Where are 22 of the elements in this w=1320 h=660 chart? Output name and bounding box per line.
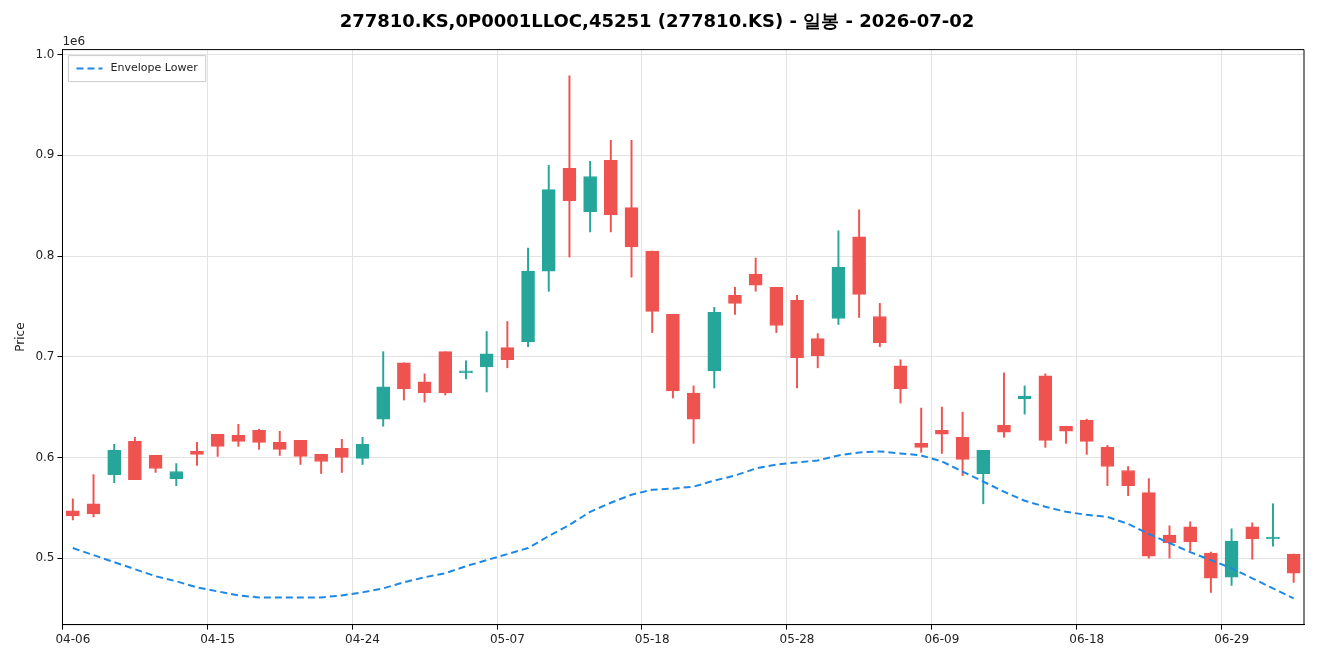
- legend-label: Envelope Lower: [110, 61, 199, 75]
- x-tick-label: 04-06: [55, 631, 91, 646]
- y-axis-title: Price: [13, 322, 28, 352]
- y-tick-label: 0.5: [35, 550, 55, 565]
- y-tick-label: 0.6: [35, 449, 55, 464]
- x-tick-label: 04-24: [345, 631, 380, 646]
- y-tick-label: 0.9: [35, 147, 55, 162]
- x-tick-label: 05-07: [489, 631, 525, 646]
- x-tick-label: 05-18: [634, 631, 670, 646]
- line-series: [71, 450, 1295, 600]
- text: 1e6: [62, 33, 86, 48]
- x-tick-label: 06-18: [1069, 631, 1105, 646]
- y-tick-label: 0.7: [35, 348, 55, 363]
- y-tick-label: 1.0: [35, 46, 55, 61]
- y-tick-label: 0.8: [35, 248, 55, 263]
- x-tick-label: 06-29: [1214, 631, 1250, 646]
- candlestick: [914, 407, 929, 453]
- candlestick: [935, 406, 949, 454]
- chart-title: 277810.KS,0P0001LLOC,45251 (277810.KS) - 일봉 - 2026-07-02: [339, 10, 975, 32]
- x-tick-label: 06-09: [924, 631, 960, 646]
- x-tick-label: 04-15: [200, 631, 236, 646]
- x-tick-label: 05-28: [779, 631, 815, 646]
